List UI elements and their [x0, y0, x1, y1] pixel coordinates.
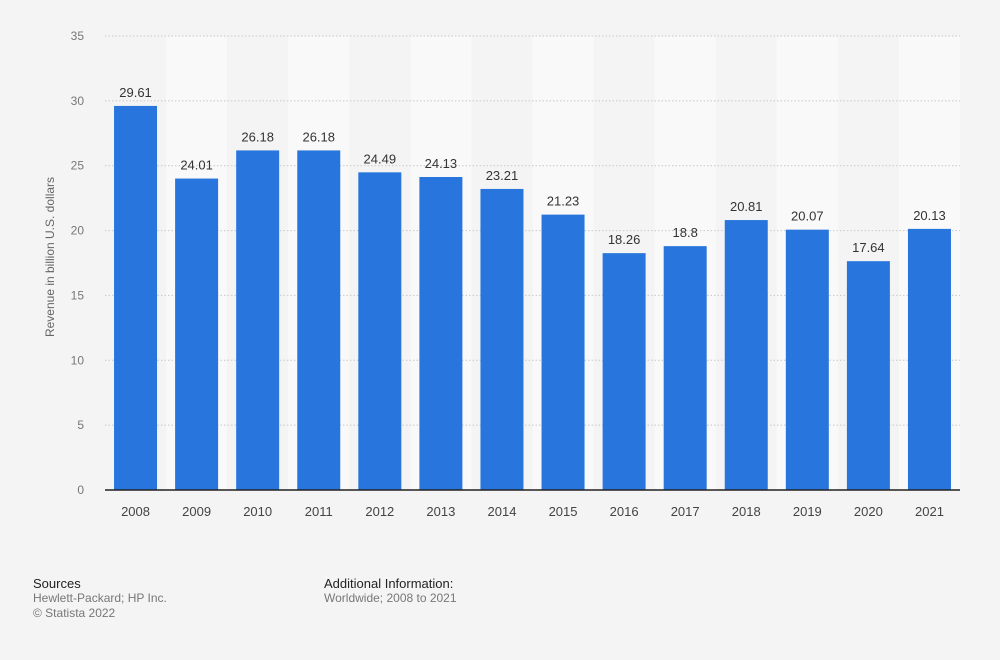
data-label: 18.8 — [673, 225, 698, 240]
x-tick-label: 2014 — [488, 504, 517, 519]
sources-text: Hewlett-Packard; HP Inc. — [33, 591, 167, 605]
data-label: 24.01 — [180, 158, 213, 173]
sources-heading: Sources — [33, 576, 81, 591]
bar-2010 — [236, 150, 280, 490]
bar-2008 — [114, 105, 158, 490]
bar-2012 — [358, 172, 402, 490]
bar-2015 — [541, 214, 585, 490]
bar-2018 — [724, 220, 768, 490]
x-tick-label: 2021 — [915, 504, 944, 519]
y-tick-label: 5 — [77, 418, 84, 432]
data-label: 24.13 — [425, 156, 458, 171]
y-tick-label: 20 — [71, 224, 85, 238]
bar-2013 — [419, 176, 463, 490]
data-label: 24.49 — [364, 151, 397, 166]
y-tick-label: 35 — [71, 29, 85, 43]
bar-2011 — [297, 150, 341, 490]
bar-2019 — [785, 229, 829, 490]
copyright-text: © Statista 2022 — [33, 606, 116, 620]
data-label: 21.23 — [547, 194, 580, 209]
x-tick-label: 2011 — [305, 504, 333, 519]
y-tick-label: 15 — [71, 288, 85, 302]
x-tick-label: 2019 — [793, 504, 822, 519]
bar-2016 — [602, 253, 646, 490]
x-tick-label: 2015 — [549, 504, 578, 519]
sources-block: Sources Hewlett-Packard; HP Inc. © Stati… — [33, 576, 167, 621]
bar-2009 — [175, 178, 219, 490]
y-tick-label: 30 — [71, 94, 85, 108]
x-tick-label: 2013 — [426, 504, 455, 519]
data-label: 17.64 — [852, 240, 885, 255]
data-label: 26.18 — [302, 129, 335, 144]
x-tick-label: 2018 — [732, 504, 761, 519]
data-label: 18.26 — [608, 232, 641, 247]
data-label: 20.81 — [730, 199, 763, 214]
data-label: 23.21 — [486, 168, 519, 183]
data-label: 20.07 — [791, 209, 824, 224]
x-tick-label: 2012 — [365, 504, 394, 519]
x-tick-label: 2020 — [854, 504, 883, 519]
additional-info-heading: Additional Information: — [324, 576, 454, 591]
bar-2014 — [480, 188, 524, 490]
y-tick-label: 0 — [77, 483, 84, 497]
additional-info-text: Worldwide; 2008 to 2021 — [324, 591, 457, 605]
bar-2021 — [907, 228, 951, 491]
y-axis-label: Revenue in billion U.S. dollars — [43, 176, 57, 338]
additional-info-block: Additional Information: Worldwide; 2008 … — [324, 576, 457, 606]
x-tick-label: 2010 — [243, 504, 272, 519]
bar-2020 — [846, 261, 890, 490]
x-tick-label: 2016 — [610, 504, 639, 519]
x-tick-label: 2009 — [182, 504, 211, 519]
y-tick-label: 10 — [71, 353, 85, 367]
bar-2017 — [663, 246, 707, 490]
data-label: 20.13 — [913, 208, 946, 223]
data-label: 26.18 — [241, 129, 274, 144]
x-tick-label: 2017 — [671, 504, 700, 519]
data-label: 29.61 — [119, 85, 152, 100]
y-tick-label: 25 — [71, 159, 85, 173]
x-tick-label: 2008 — [121, 504, 150, 519]
